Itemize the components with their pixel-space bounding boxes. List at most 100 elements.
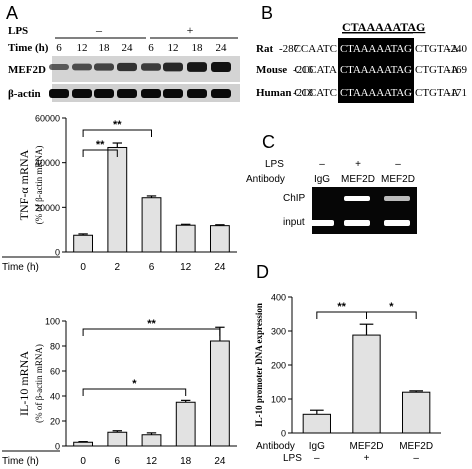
motif-highlight-box <box>338 38 414 103</box>
chip-lps-1: + <box>364 453 370 464</box>
band-mef2d-3 <box>117 62 137 72</box>
il10-category-3: 18 <box>180 456 192 467</box>
seq-end-1: -169 <box>447 64 468 76</box>
il10-category-0: 0 <box>80 456 86 467</box>
blot-time-1: 12 <box>77 42 88 54</box>
il10-bar-4 <box>209 340 230 447</box>
chip-gel: LPS Antibody – IgG + MEF2D – MEF2D ChIP input <box>246 159 417 234</box>
blot-row-actin: β-actin <box>8 88 41 100</box>
seq-core-1: CTAAAAATAG <box>340 64 412 76</box>
il10-bar-2 <box>141 434 162 447</box>
il10-ytick-label-5: 100 <box>45 317 60 327</box>
chip-ytick-label-1: 100 <box>271 395 286 405</box>
blot-time-label: Time (h) <box>8 42 49 54</box>
blot-time-3: 24 <box>122 42 134 54</box>
band-actin-5 <box>163 89 183 98</box>
chip-row-antibody: Antibody <box>256 441 295 452</box>
chip-ytick-label-2: 200 <box>271 361 286 371</box>
il10-ytick-label-1: 20 <box>50 417 60 427</box>
gel-antibody-1: MEF2D <box>341 174 375 185</box>
tnf-xlabel: Time (h) <box>2 262 39 273</box>
tnf-ytick-label-1: 20000 <box>35 203 60 213</box>
blot-lps-minus: – <box>95 23 103 37</box>
band-chip-1 <box>344 196 370 201</box>
gel-antibody-2: MEF2D <box>381 174 415 185</box>
chip-significance-label-0: ** <box>337 301 346 313</box>
tnf-significance-bracket-1 <box>82 129 152 137</box>
chip-category-2: MEF2D <box>399 441 433 452</box>
il10-ytick-label-2: 40 <box>50 392 60 402</box>
il10-bar-1 <box>107 431 128 447</box>
chip-significance-label-1: * <box>389 301 394 313</box>
seq-end-2: -171 <box>447 87 467 99</box>
tnf-category-1: 2 <box>115 262 121 273</box>
band-actin-6 <box>187 89 207 98</box>
seq-start-1: -216 <box>293 64 314 76</box>
tnf-bar-0 <box>73 234 94 253</box>
blot-row-mef2d: MEF2D <box>8 64 46 76</box>
il10-bar-0 <box>73 441 94 447</box>
gel-lps-0: – <box>319 159 325 170</box>
chip-ytick-label-4: 400 <box>271 293 286 303</box>
blot-time-4: 6 <box>148 42 154 54</box>
band-mef2d-2 <box>94 63 114 71</box>
tnf-bar-3 <box>175 224 196 253</box>
seq-species-2: Human <box>256 87 291 99</box>
chip-bar-2 <box>402 391 431 434</box>
seq-end-0: -240 <box>447 43 468 55</box>
il10-ytick-label-3: 60 <box>50 367 60 377</box>
blot-time-6: 18 <box>192 42 204 54</box>
gel-lps-2: – <box>395 159 401 170</box>
band-mef2d-4 <box>141 63 161 71</box>
blot-lps-plus: + <box>187 23 194 37</box>
il10-xlabel: Time (h) <box>2 456 39 467</box>
tnf-category-2: 6 <box>149 262 155 273</box>
motif-consensus: CTAAAAATAG <box>342 20 425 34</box>
band-actin-4 <box>141 89 161 98</box>
tnf-ylabel: TNF-α mRNA <box>17 149 31 220</box>
il10-category-1: 6 <box>115 456 121 467</box>
seq-left-0: CCAATC <box>294 43 337 55</box>
tnf-ytick-label-2: 40000 <box>35 158 60 168</box>
blot-time-0: 6 <box>56 42 62 54</box>
band-actin-7 <box>211 89 231 98</box>
gel-image <box>312 187 417 234</box>
tnf-category-4: 24 <box>214 262 226 273</box>
tnf-significance-label-0: ** <box>96 139 105 151</box>
tnf-ytick-label-3: 60000 <box>35 114 60 124</box>
seq-right-0: CTGTAA <box>415 43 459 55</box>
seq-core-2: CTAAAAATAG <box>340 87 412 99</box>
il10-significance-bracket-0 <box>82 328 221 336</box>
seq-start-2: -218 <box>293 87 314 99</box>
gel-lps-1: + <box>355 159 361 170</box>
chip-ytick-label-3: 300 <box>271 327 286 337</box>
il10-bar-3 <box>175 401 196 447</box>
tnf-bar-4 <box>209 225 230 253</box>
gel-antibody-0: IgG <box>314 174 330 185</box>
band-input-2 <box>384 220 410 226</box>
il10-category-2: 12 <box>146 456 158 467</box>
chip-ytick-label-0: 0 <box>281 429 286 439</box>
seq-left-1: CCCATA <box>294 64 337 76</box>
gel-lps-label: LPS <box>265 159 284 170</box>
tnf-ytick-label-0: 0 <box>55 248 60 258</box>
il10-significance-label-0: ** <box>147 318 156 330</box>
western-blot-a: LPS – + Time (h) 6 12 18 24 6 12 18 24 MEF2D β-… <box>8 23 240 102</box>
chart-chip-qpcr: 0 100 200 300 400 IL-10 promoter DNA expressi… <box>254 293 441 464</box>
seq-left-2: CCCATC <box>294 87 337 99</box>
seq-core-0: CTAAAAATAG <box>340 43 412 55</box>
chip-category-0: IgG <box>309 441 325 452</box>
chip-lps-2: – <box>413 453 419 464</box>
band-chip-2 <box>384 196 410 201</box>
band-actin-1 <box>72 89 92 98</box>
il10-ytick-label-4: 80 <box>50 342 60 352</box>
il10-category-4: 24 <box>214 456 226 467</box>
chip-lps-0: – <box>314 453 320 464</box>
band-mef2d-7 <box>211 62 231 72</box>
blot-time-2: 18 <box>99 42 111 54</box>
tnf-significance-label-1: ** <box>113 119 122 131</box>
tnf-significance-bracket-0 <box>82 149 118 157</box>
gel-row-input: input <box>283 217 305 228</box>
